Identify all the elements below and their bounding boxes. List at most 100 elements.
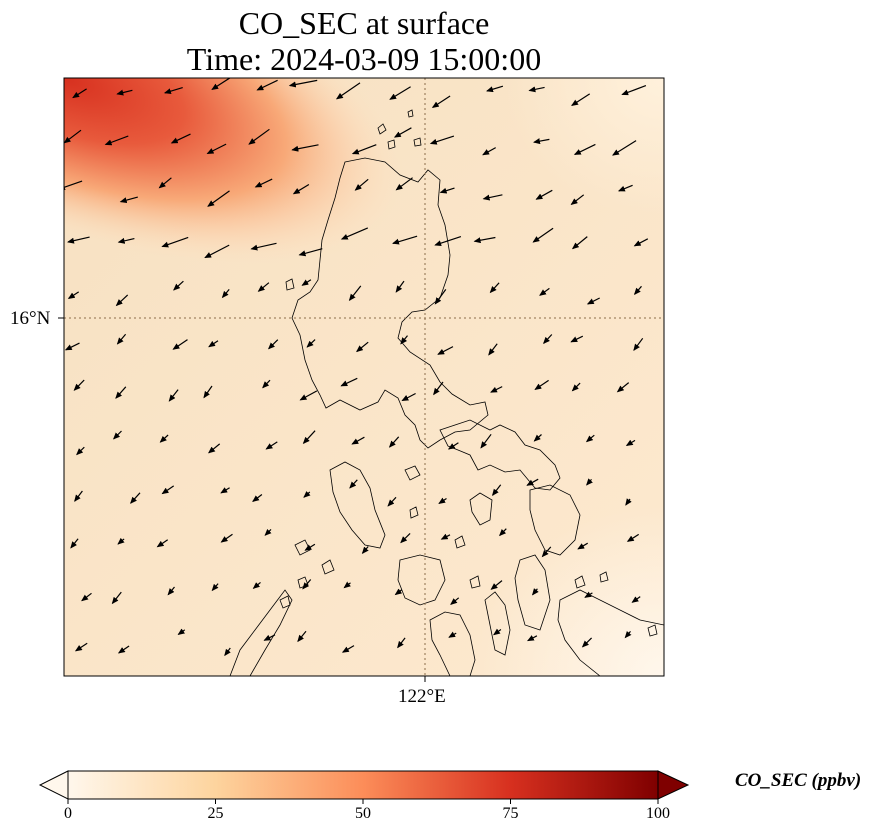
wind-vector-arrow: [535, 189, 553, 200]
wind-vector-arrow: [541, 546, 552, 558]
wind-vector-arrow: [488, 343, 498, 356]
colorbar-tick-label: 100: [646, 805, 670, 822]
wind-vector-arrow: [220, 487, 230, 494]
wind-vector-arrow: [392, 235, 418, 245]
wind-vector-arrow: [581, 637, 593, 648]
wind-vector-arrow: [489, 282, 500, 294]
wind-vector-arrow: [434, 289, 447, 305]
wind-vector-arrow: [172, 339, 188, 350]
wind-vector-arrow: [74, 642, 88, 652]
wind-vector-arrow: [586, 297, 600, 305]
wind-vector-arrow: [351, 144, 377, 155]
wind-vector-arrow: [64, 180, 83, 190]
wind-vector-arrow: [208, 340, 219, 348]
wind-vector-arrow: [626, 533, 640, 542]
wind-vector-arrow: [354, 178, 369, 191]
wind-vector-arrow: [388, 436, 400, 448]
wind-vector-arrow: [498, 528, 507, 537]
wind-vector-arrow: [115, 294, 129, 307]
wind-vector-arrow: [303, 490, 311, 498]
wind-vector-arrow: [156, 539, 169, 548]
wind-vector-arrow: [625, 439, 636, 447]
wind-vector-arrow: [119, 196, 138, 204]
map-title: CO_SEC at surface: [238, 5, 490, 41]
wind-vector-arrow: [67, 291, 80, 299]
wind-vector-arrow: [265, 441, 278, 450]
wind-vector-arrow: [493, 628, 502, 636]
wind-vector-arrow: [389, 86, 411, 100]
wind-vector-arrow: [130, 492, 141, 504]
wind-vector-arrow: [433, 381, 444, 396]
wind-vector-arrow: [291, 144, 319, 152]
wind-vector-arrow: [211, 583, 219, 592]
wind-vector-arrow: [74, 490, 83, 502]
wind-vector-arrow: [448, 631, 457, 638]
wind-vector-arrow: [633, 285, 642, 295]
wind-vector-arrow: [70, 538, 79, 549]
wind-vector-arrow: [528, 86, 545, 93]
wind-vector-arrow: [208, 443, 221, 454]
wind-vector-arrow: [543, 334, 553, 345]
wind-vector-arrow: [490, 386, 503, 393]
wind-vector-arrow: [526, 478, 539, 486]
wind-vector-arrow: [117, 645, 130, 654]
wind-vector-arrow: [573, 143, 596, 155]
wind-vector-arrow: [361, 546, 369, 554]
wind-vector-arrow: [264, 528, 272, 536]
wind-vector-arrow: [161, 485, 175, 495]
wind-vector-arrow: [177, 628, 186, 635]
co-sec-field: [64, 78, 664, 676]
wind-vector-arrow: [252, 494, 263, 503]
wind-vector-arrow: [617, 184, 633, 192]
wind-vector-arrow: [490, 580, 503, 590]
wind-vector-arrow: [67, 236, 90, 244]
wind-vector-arrow: [159, 434, 169, 443]
wind-vector-arrow: [250, 242, 277, 251]
wind-vector-arrow: [203, 385, 213, 399]
wind-vector-arrow: [297, 630, 307, 643]
wind-vector-arrow: [571, 382, 581, 392]
wind-vector-arrow: [447, 442, 459, 450]
wind-vector-arrow: [288, 79, 318, 88]
wind-vector-arrow: [633, 238, 649, 247]
wind-vector-arrow: [348, 285, 362, 301]
wind-vector-arrow: [104, 135, 129, 146]
colorbar-label: CO_SEC (ppbv): [735, 770, 862, 791]
wind-vector-arrow: [571, 236, 588, 250]
wind-vector-arrow: [431, 95, 451, 108]
wind-vector-arrow: [304, 543, 316, 551]
wind-vector-arrow: [577, 542, 589, 550]
wind-vector-arrow: [298, 248, 323, 257]
wind-vector-arrow: [220, 533, 233, 543]
wind-vector-arrow: [263, 634, 276, 641]
wind-vector-arrow: [161, 236, 189, 248]
wind-vector-arrow: [173, 280, 184, 291]
wind-vector-arrow: [570, 335, 584, 343]
wind-vector-arrow: [343, 581, 351, 589]
wind-vector-arrow: [340, 227, 369, 240]
wind-vector-arrow: [306, 339, 316, 348]
wind-vector-arrow: [254, 178, 273, 188]
wind-vector-arrow: [631, 596, 641, 603]
colorbar-ramp: [67, 770, 659, 800]
wind-vector-arrow: [585, 434, 595, 443]
wind-vector-arrow: [439, 187, 455, 194]
wind-vector-arrow: [570, 194, 585, 206]
wind-vector-arrow: [302, 430, 316, 445]
wind-vector-arrow: [168, 389, 179, 402]
wind-vector-arrow: [539, 287, 550, 296]
wind-vector-arrow: [400, 532, 411, 544]
wind-vector-arrow: [64, 342, 80, 351]
wind-vector-arrow: [571, 93, 591, 106]
colorbar-tick-label: 25: [207, 805, 224, 822]
wind-vector-arrow: [116, 333, 127, 345]
wind-vector-arrow: [533, 138, 550, 145]
wind-vector-arrow: [204, 244, 230, 259]
wind-vector-arrow: [394, 588, 403, 596]
wind-vector-arrow: [440, 533, 451, 540]
wind-vector-arrow: [480, 433, 492, 449]
colorbar-tick-label: 75: [502, 805, 519, 822]
wind-vector-arrow: [393, 127, 412, 138]
wind-vector-arrow: [486, 85, 504, 93]
